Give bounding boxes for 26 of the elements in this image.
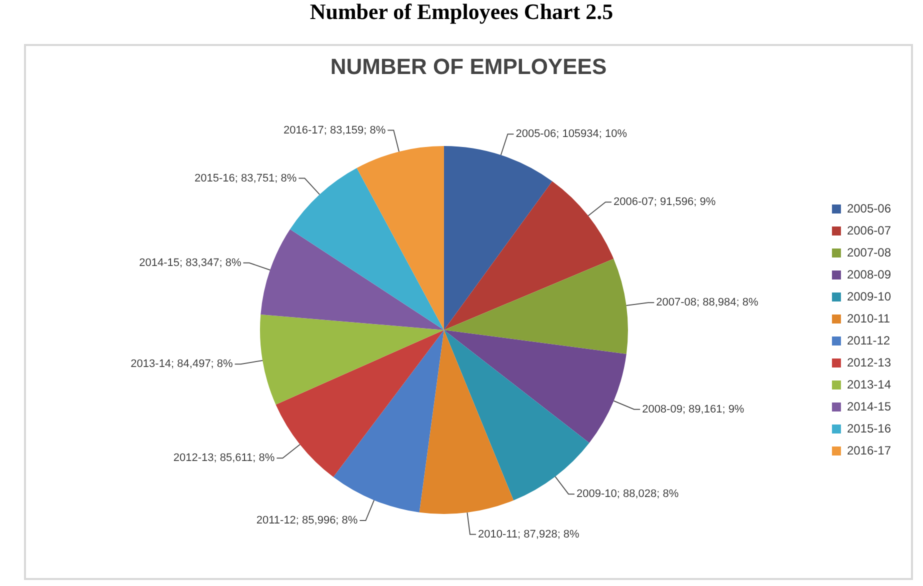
data-label: 2014-15; 83,347; 8%	[139, 256, 242, 269]
chart-subtitle: NUMBER OF EMPLOYEES	[329, 54, 608, 80]
data-label: 2015-16; 83,751; 8%	[194, 172, 297, 184]
data-label: 2013-14; 84,497; 8%	[130, 358, 234, 370]
legend-label: 2016-17	[846, 443, 892, 458]
chart-title: Number of Employees Chart 2.5	[308, 0, 614, 24]
legend-label: 2007-08	[846, 245, 892, 260]
data-label: 2006-07; 91,596; 9%	[613, 196, 716, 208]
legend-label: 2006-07	[846, 223, 892, 238]
data-label: 2008-09; 89,161; 9%	[642, 403, 744, 416]
data-label: 2010-11; 87,928; 8%	[478, 528, 580, 540]
data-label: 2012-13; 85,611; 8%	[173, 452, 275, 464]
legend-label: 2012-13	[846, 355, 892, 370]
legend-label: 2008-09	[846, 267, 892, 282]
data-label: 2016-17; 83,159; 8%	[283, 124, 386, 136]
data-label: 2011-12; 85,996; 8%	[256, 514, 358, 527]
legend-label: 2013-14	[846, 377, 892, 392]
data-label: 2005-06; 105934; 10%	[516, 128, 628, 140]
legend-label: 2009-10	[846, 289, 892, 304]
legend-label: 2015-16	[846, 421, 892, 436]
data-label: 2007-08; 88,984; 8%	[656, 296, 759, 309]
legend-label: 2005-06	[846, 201, 892, 216]
legend-label: 2014-15	[846, 399, 892, 414]
data-label: 2009-10; 88,028; 8%	[576, 488, 679, 500]
legend-label: 2010-11	[846, 311, 890, 326]
legend-label: 2011-12	[846, 333, 890, 348]
